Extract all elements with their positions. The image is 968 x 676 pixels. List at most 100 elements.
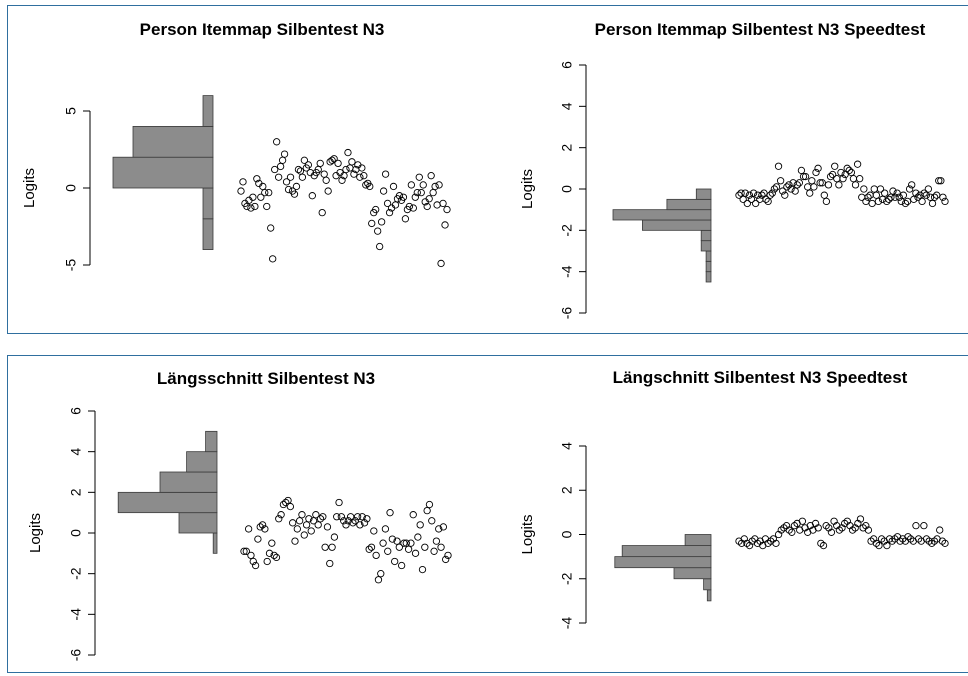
data-point (920, 189, 928, 197)
data-point (376, 242, 384, 251)
data-point (348, 158, 356, 166)
data-point (298, 173, 307, 181)
histogram-bar (642, 219, 712, 231)
data-point (891, 193, 899, 201)
data-point (922, 191, 930, 199)
data-point (274, 173, 283, 181)
data-point (910, 195, 918, 203)
data-point (379, 539, 387, 547)
data-point (903, 197, 912, 206)
histogram-bar (705, 271, 712, 283)
data-point (293, 525, 301, 533)
y-axis-label: Logits (27, 513, 44, 553)
data-point (294, 165, 303, 174)
data-point (804, 183, 812, 191)
data-point (254, 535, 262, 543)
data-point (806, 189, 814, 197)
data-point (291, 537, 299, 545)
data-point (881, 189, 889, 197)
data-point (300, 531, 308, 539)
data-point (237, 187, 245, 195)
y-tick-label: 6 (68, 407, 84, 415)
data-point (845, 166, 853, 175)
data-point (402, 539, 410, 547)
data-point (819, 541, 828, 550)
data-point (941, 197, 949, 206)
histogram-bar (684, 534, 712, 546)
data-point (330, 155, 338, 163)
y-tick-label: 2 (559, 144, 575, 152)
data-point (774, 162, 783, 170)
data-point (258, 521, 267, 529)
data-point (895, 193, 903, 201)
data-point (253, 175, 261, 183)
data-point (320, 170, 328, 178)
data-point (388, 535, 397, 543)
y-tick-label: 4 (559, 442, 575, 450)
data-point (280, 150, 289, 158)
data-point (862, 197, 870, 206)
data-point (356, 521, 364, 529)
data-point (271, 165, 279, 174)
data-point (776, 177, 785, 185)
data-point (851, 181, 860, 189)
data-point (340, 517, 348, 525)
chart-3: Längsschnitt Silbentest N3 -6 -4 -2 0 2 4 6 Logi… (27, 369, 452, 661)
data-point (914, 193, 922, 201)
data-point (304, 161, 312, 169)
data-point (924, 185, 933, 193)
data-point (421, 543, 429, 551)
data-point (770, 185, 779, 193)
data-point (284, 496, 292, 505)
data-point (918, 197, 926, 206)
data-point (883, 197, 891, 206)
data-point (788, 528, 796, 536)
data-point (425, 195, 433, 203)
data-point (405, 202, 414, 211)
data-point (249, 557, 257, 566)
data-point (363, 515, 371, 523)
data-point (337, 513, 346, 521)
data-point (912, 189, 920, 197)
data-point (754, 191, 762, 199)
data-point (870, 185, 878, 193)
data-point (437, 259, 445, 268)
data-point (930, 193, 939, 201)
data-point (267, 224, 275, 232)
data-point (257, 193, 265, 201)
y-axis-label: Logits (519, 169, 536, 209)
data-point (395, 543, 403, 551)
data-point (395, 192, 404, 200)
data-point (783, 183, 791, 191)
data-point (837, 168, 845, 177)
data-point (268, 539, 276, 547)
data-point (401, 215, 410, 223)
histogram-bar (202, 95, 214, 127)
data-point (247, 551, 255, 560)
data-point (353, 513, 362, 521)
data-point (875, 541, 883, 550)
data-point (385, 208, 394, 217)
data-point (344, 517, 352, 525)
data-point (270, 551, 278, 560)
histogram-bar (705, 260, 712, 273)
data-point (272, 553, 281, 562)
data-point (847, 168, 856, 177)
data-point (368, 219, 376, 228)
data-point (284, 185, 293, 194)
histogram-bar (695, 188, 712, 200)
histogram-bar (700, 229, 712, 242)
data-point (377, 218, 386, 226)
data-point (415, 173, 423, 181)
y-tick-label: 0 (68, 529, 84, 537)
data-point (432, 537, 441, 545)
data-point (874, 197, 883, 206)
chart-2: Person Itemmap Silbentest N3 Speedtest -6… (519, 20, 949, 319)
data-point (322, 176, 330, 184)
data-point (820, 191, 828, 199)
histogram-bar (178, 512, 218, 534)
data-point (818, 179, 826, 187)
histogram-bar (621, 545, 712, 558)
histogram-bar (205, 430, 218, 453)
data-point (251, 561, 260, 570)
